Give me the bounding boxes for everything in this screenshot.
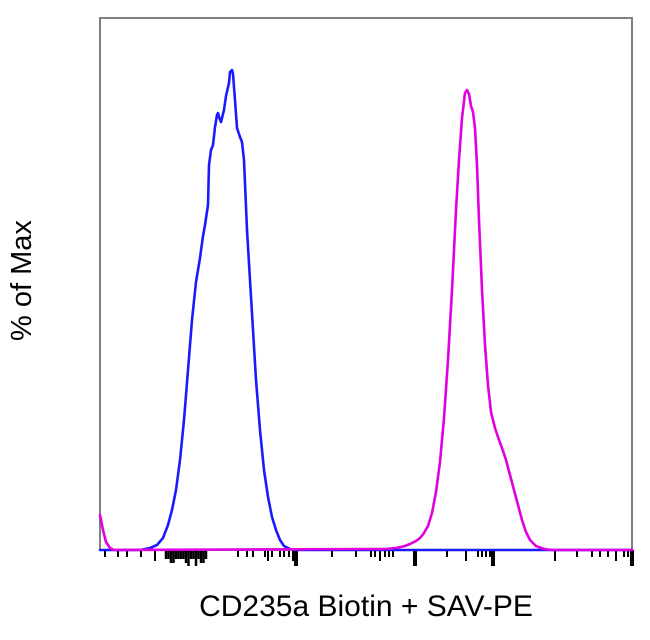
histogram-series: [98, 68, 634, 552]
x-axis-label: CD235a Biotin + SAV-PE: [199, 590, 533, 623]
x-axis-ticks: [104, 550, 634, 566]
magenta-population-curve: [98, 88, 634, 552]
y-axis-label-container: % of Max: [2, 190, 42, 370]
y-axis-label: % of Max: [5, 219, 38, 341]
blue-population-curve: [98, 68, 634, 552]
